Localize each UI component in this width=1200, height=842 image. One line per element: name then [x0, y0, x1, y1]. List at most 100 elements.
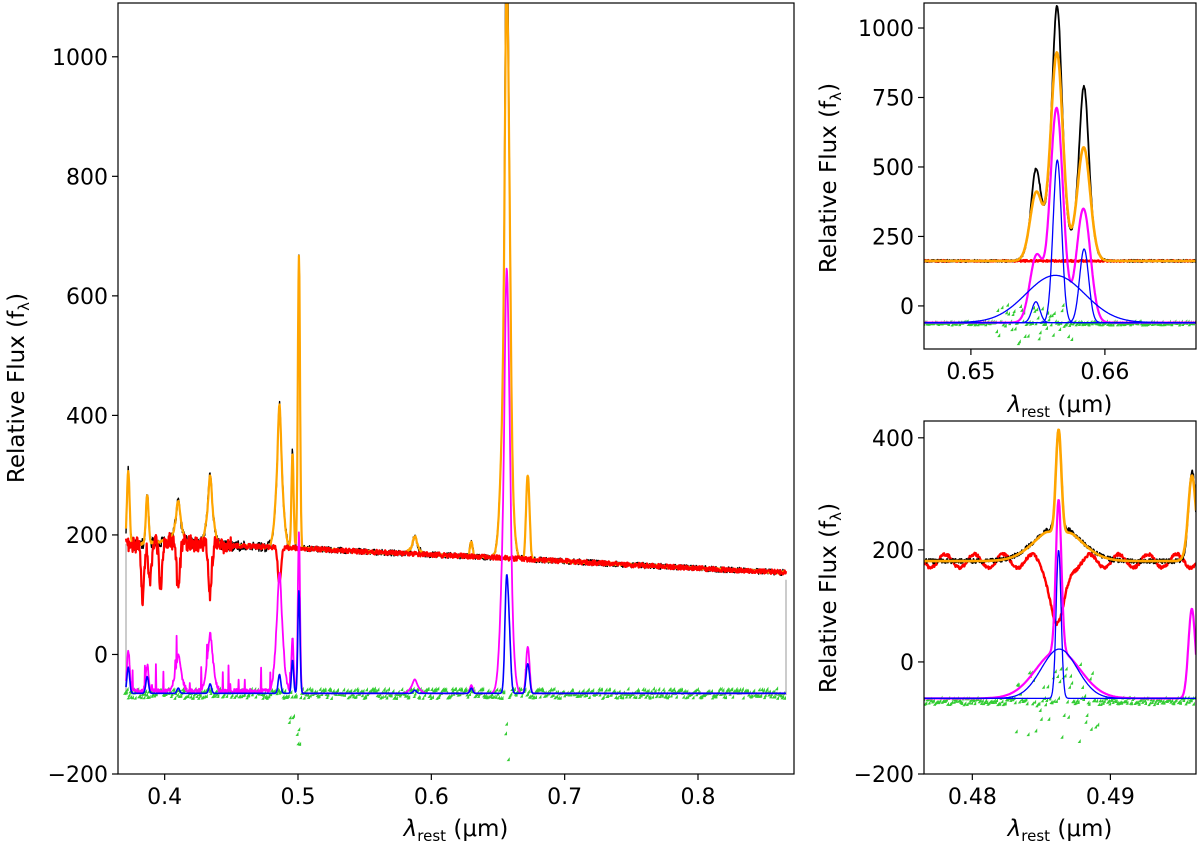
- residual-marker: [173, 695, 177, 700]
- hbeta-residual-marker: [1100, 698, 1104, 703]
- residual-marker: [133, 695, 137, 700]
- hbeta-residual-marker: [1013, 700, 1017, 705]
- residual-marker: [626, 686, 630, 691]
- residual-marker: [389, 693, 393, 698]
- hbeta-residual-marker: [984, 698, 988, 703]
- halpha-residual-marker: [1052, 311, 1056, 316]
- residual-marker: [346, 695, 350, 700]
- residual-marker: [240, 694, 244, 699]
- residual-marker: [307, 686, 311, 691]
- main-data-layer: [123, 3, 788, 762]
- residual-marker: [641, 686, 645, 691]
- residual-marker: [177, 693, 181, 698]
- residual-marker: [179, 693, 183, 698]
- residual-marker: [502, 690, 506, 695]
- residual-marker: [597, 686, 601, 691]
- residual-marker: [615, 695, 619, 700]
- hbeta-residual-marker: [1062, 712, 1066, 717]
- residual-marker: [384, 688, 388, 693]
- hbeta-residual-marker: [1162, 700, 1166, 705]
- residual-marker: [618, 693, 622, 698]
- residual-marker: [647, 694, 651, 699]
- residual-marker: [282, 695, 286, 700]
- residual-marker: [195, 693, 199, 698]
- residual-marker: [145, 694, 149, 699]
- residual-marker: [548, 687, 552, 692]
- main-y-tick-label: 200: [66, 524, 108, 549]
- main-y-tick-label: 600: [66, 285, 108, 310]
- halpha-y-axis-label: Relative Flux (fλ): [816, 83, 845, 273]
- residual-marker: [352, 688, 356, 693]
- residual-marker: [644, 694, 648, 699]
- hbeta-residual-marker: [1111, 699, 1115, 704]
- residual-marker: [129, 694, 133, 699]
- residual-marker: [670, 688, 674, 693]
- hbeta-residual-marker: [1037, 701, 1041, 706]
- hbeta-residual-marker: [992, 698, 996, 703]
- halpha-residual-marker: [1061, 302, 1065, 307]
- halpha-residual-marker: [1058, 327, 1062, 332]
- residual-marker: [509, 691, 513, 696]
- residual-marker: [775, 686, 779, 691]
- hbeta-residual-marker: [1017, 699, 1021, 704]
- hbeta-residual-marker: [1065, 699, 1069, 704]
- residual-marker: [570, 688, 574, 693]
- halpha-residual-marker: [1026, 333, 1030, 338]
- hbeta-x-tick-label: 0.49: [1086, 785, 1135, 810]
- residual-marker: [363, 694, 367, 699]
- residual-marker: [495, 687, 499, 692]
- hbeta-residual-marker: [1077, 739, 1081, 744]
- hbeta-residual-marker: [1136, 700, 1140, 705]
- residual-marker: [204, 693, 208, 698]
- residual-marker: [372, 686, 376, 691]
- main-x-axis-label: λrest (μm): [402, 816, 509, 842]
- residual-marker: [532, 695, 536, 700]
- halpha-y-ticks: 0 250 500 750 1000: [858, 17, 924, 320]
- hbeta-y-tick-label: 400: [872, 427, 914, 452]
- residual-marker: [660, 693, 664, 698]
- main-y-tick-label: 800: [66, 165, 108, 190]
- residual-marker: [661, 687, 665, 692]
- residual-marker: [450, 686, 454, 691]
- residual-marker: [680, 687, 684, 692]
- hbeta-residual-marker: [959, 700, 963, 705]
- residual-marker: [619, 694, 623, 699]
- main-x-tick-label: 0.7: [547, 785, 582, 810]
- residual-marker: [773, 694, 777, 699]
- residual-marker: [431, 694, 435, 699]
- residual-marker: [528, 694, 532, 699]
- hbeta-residual-marker: [1069, 673, 1073, 678]
- residual-marker: [247, 693, 251, 698]
- residual-marker: [296, 741, 300, 746]
- residual-marker: [198, 693, 202, 698]
- residual-marker: [541, 688, 545, 693]
- hbeta-residual-marker: [1072, 699, 1076, 704]
- residual-marker: [604, 687, 608, 692]
- residual-marker: [614, 694, 618, 699]
- hbeta-residual-marker: [1113, 698, 1117, 703]
- residual-marker: [281, 694, 285, 699]
- main-x-ticks: 0.4 0.5 0.6 0.7 0.8: [147, 774, 716, 810]
- residual-marker: [666, 693, 670, 698]
- main-frame: [117, 2, 795, 775]
- residual-marker: [394, 695, 398, 700]
- hbeta-residual-marker: [1169, 699, 1173, 704]
- residual-marker: [761, 687, 765, 692]
- residual-marker: [538, 694, 542, 699]
- residual-marker: [214, 688, 218, 693]
- hbeta-residual-marker: [1026, 732, 1030, 737]
- hbeta-residual-marker: [963, 701, 967, 706]
- residual-marker: [606, 694, 610, 699]
- hbeta-residual-marker: [1039, 716, 1043, 721]
- hbeta-residual-marker: [1066, 714, 1070, 719]
- halpha-residual-marker: [1010, 327, 1014, 332]
- residual-marker: [693, 689, 697, 694]
- hbeta-residual-marker: [1041, 684, 1045, 689]
- hbeta-residual-marker: [998, 701, 1002, 706]
- residual-marker: [270, 687, 274, 692]
- residual-marker: [272, 688, 276, 693]
- halpha-residual-marker: [1049, 322, 1053, 327]
- main-x-tick-label: 0.4: [147, 785, 182, 810]
- hbeta-data-layer: [924, 428, 1196, 744]
- hbeta-residual-marker: [1087, 701, 1091, 706]
